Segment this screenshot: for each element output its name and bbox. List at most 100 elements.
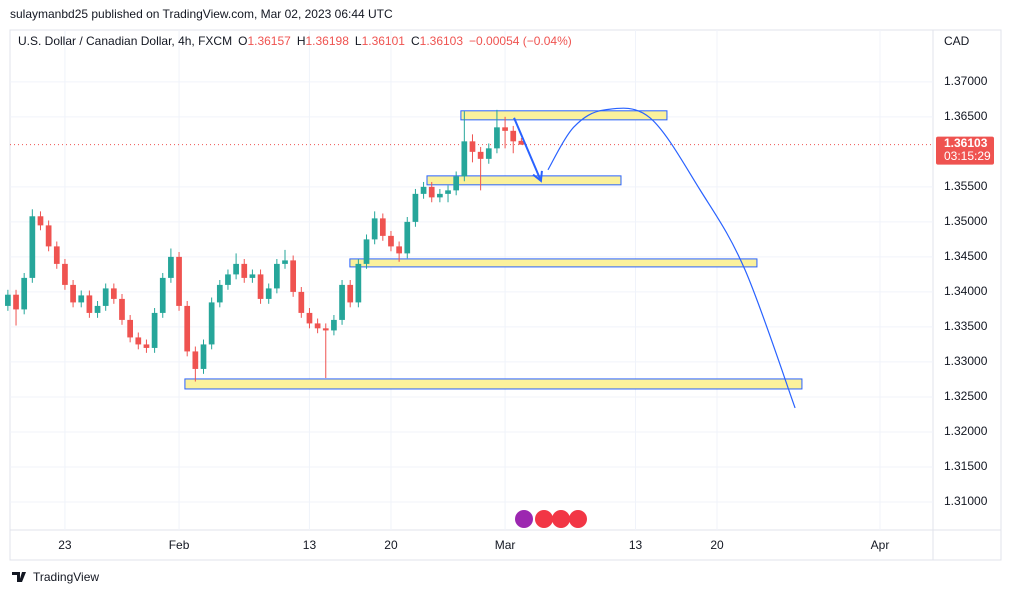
zone	[184, 378, 803, 390]
candle-body	[13, 294, 19, 310]
candle-body	[347, 284, 354, 303]
candle-body	[404, 221, 411, 254]
candle-body	[379, 218, 386, 236]
ohlc-label: L	[354, 34, 362, 48]
zone	[349, 258, 758, 268]
candle-body	[110, 288, 117, 299]
y-tick-label: 1.31500	[944, 459, 988, 473]
event-icon	[535, 510, 553, 528]
candle-body	[249, 274, 256, 278]
y-tick-label: 1.33000	[944, 354, 988, 368]
candle-body	[290, 260, 297, 292]
y-tick-label: 1.35000	[944, 214, 988, 228]
candle-body	[388, 235, 394, 247]
candle-body	[119, 298, 125, 320]
candle-body	[396, 246, 402, 254]
candle-body	[306, 312, 313, 324]
ohlc-label: H	[296, 34, 306, 48]
candle-body	[494, 127, 500, 149]
candle-body	[371, 218, 378, 240]
candle-body	[70, 284, 76, 303]
plot-area	[5, 30, 933, 530]
candle-body	[314, 323, 321, 329]
x-tick-label: Feb	[169, 538, 190, 552]
arrow-head	[532, 170, 543, 183]
price-label: 1.36103	[944, 136, 988, 150]
candle-body	[176, 256, 182, 306]
candle-body	[151, 312, 158, 348]
x-tick-label: 20	[384, 538, 398, 552]
x-tick-label: 13	[629, 538, 643, 552]
y-tick-label: 1.37000	[944, 74, 988, 88]
candle-body	[62, 263, 68, 285]
candle-body	[192, 351, 199, 369]
candle-body	[339, 284, 345, 320]
candle-body	[168, 256, 174, 278]
candle-body	[127, 319, 133, 338]
candle-body	[86, 295, 93, 313]
ohlc-label: O	[238, 34, 248, 48]
candle-body	[102, 288, 109, 306]
candle-body	[477, 151, 484, 159]
y-tick-label: 1.32000	[944, 424, 988, 438]
candle-body	[159, 277, 166, 313]
projection-curve	[547, 107, 796, 409]
candle-body	[428, 186, 435, 198]
candle-body	[265, 288, 272, 299]
candle-body	[233, 263, 239, 275]
ohlc-value: 1.36157	[247, 34, 291, 48]
candle-body	[453, 176, 460, 191]
x-tick-label: 13	[303, 538, 317, 552]
symbol: U.S. Dollar / Canadian Dollar, 4h, FXCM	[18, 34, 233, 48]
ohlc-value: 1.36101	[361, 34, 405, 48]
candle-body	[200, 344, 207, 369]
ohlc-value: 1.36103	[419, 34, 464, 48]
ohlc-label: C	[410, 34, 420, 48]
brand-logo	[12, 572, 26, 582]
candle-body	[135, 337, 142, 345]
event-icon	[569, 510, 587, 528]
y-tick-label: 1.34000	[944, 284, 988, 298]
candle-body	[5, 294, 11, 306]
candle-body	[225, 274, 231, 285]
event-icon	[552, 510, 570, 528]
candle-body	[21, 277, 28, 310]
y-tick-label: 1.35500	[944, 179, 988, 193]
candle-body	[53, 246, 60, 264]
candle-body	[485, 148, 492, 159]
y-tick-label: 1.33500	[944, 319, 988, 333]
x-tick-label: Mar	[495, 538, 516, 552]
x-tick-label: 20	[710, 538, 724, 552]
candle-body	[208, 302, 215, 345]
zone	[460, 110, 668, 121]
brand: TradingView	[33, 570, 99, 584]
candle-body	[502, 127, 508, 131]
candle-body	[331, 319, 337, 331]
candle-body	[78, 295, 85, 303]
candle-body	[45, 225, 52, 247]
zone	[426, 175, 622, 186]
candle-body	[257, 274, 264, 299]
countdown: 03:15:29	[944, 149, 991, 163]
symbol-legend: U.S. Dollar / Canadian Dollar, 4h, FXCM O…	[18, 34, 578, 48]
candle-body	[469, 141, 476, 152]
y-tick-label: 1.34500	[944, 249, 988, 263]
candle-body	[420, 186, 427, 194]
x-tick-label: Apr	[871, 538, 890, 552]
candle-body	[510, 130, 517, 142]
candle-body	[184, 305, 191, 352]
candle-body	[298, 291, 305, 313]
candle-body	[322, 328, 329, 331]
candle-body	[274, 263, 280, 289]
candle-body	[518, 140, 525, 145]
publish-note: sulaymanbd25 published on TradingView.co…	[10, 7, 393, 21]
y-tick-label: 1.36500	[944, 109, 988, 123]
event-icons	[515, 510, 587, 528]
ohlc-value: 1.36198	[305, 34, 349, 48]
candle-body	[445, 190, 451, 194]
y-tick-label: 1.31000	[944, 494, 988, 508]
candle-body	[37, 216, 44, 226]
